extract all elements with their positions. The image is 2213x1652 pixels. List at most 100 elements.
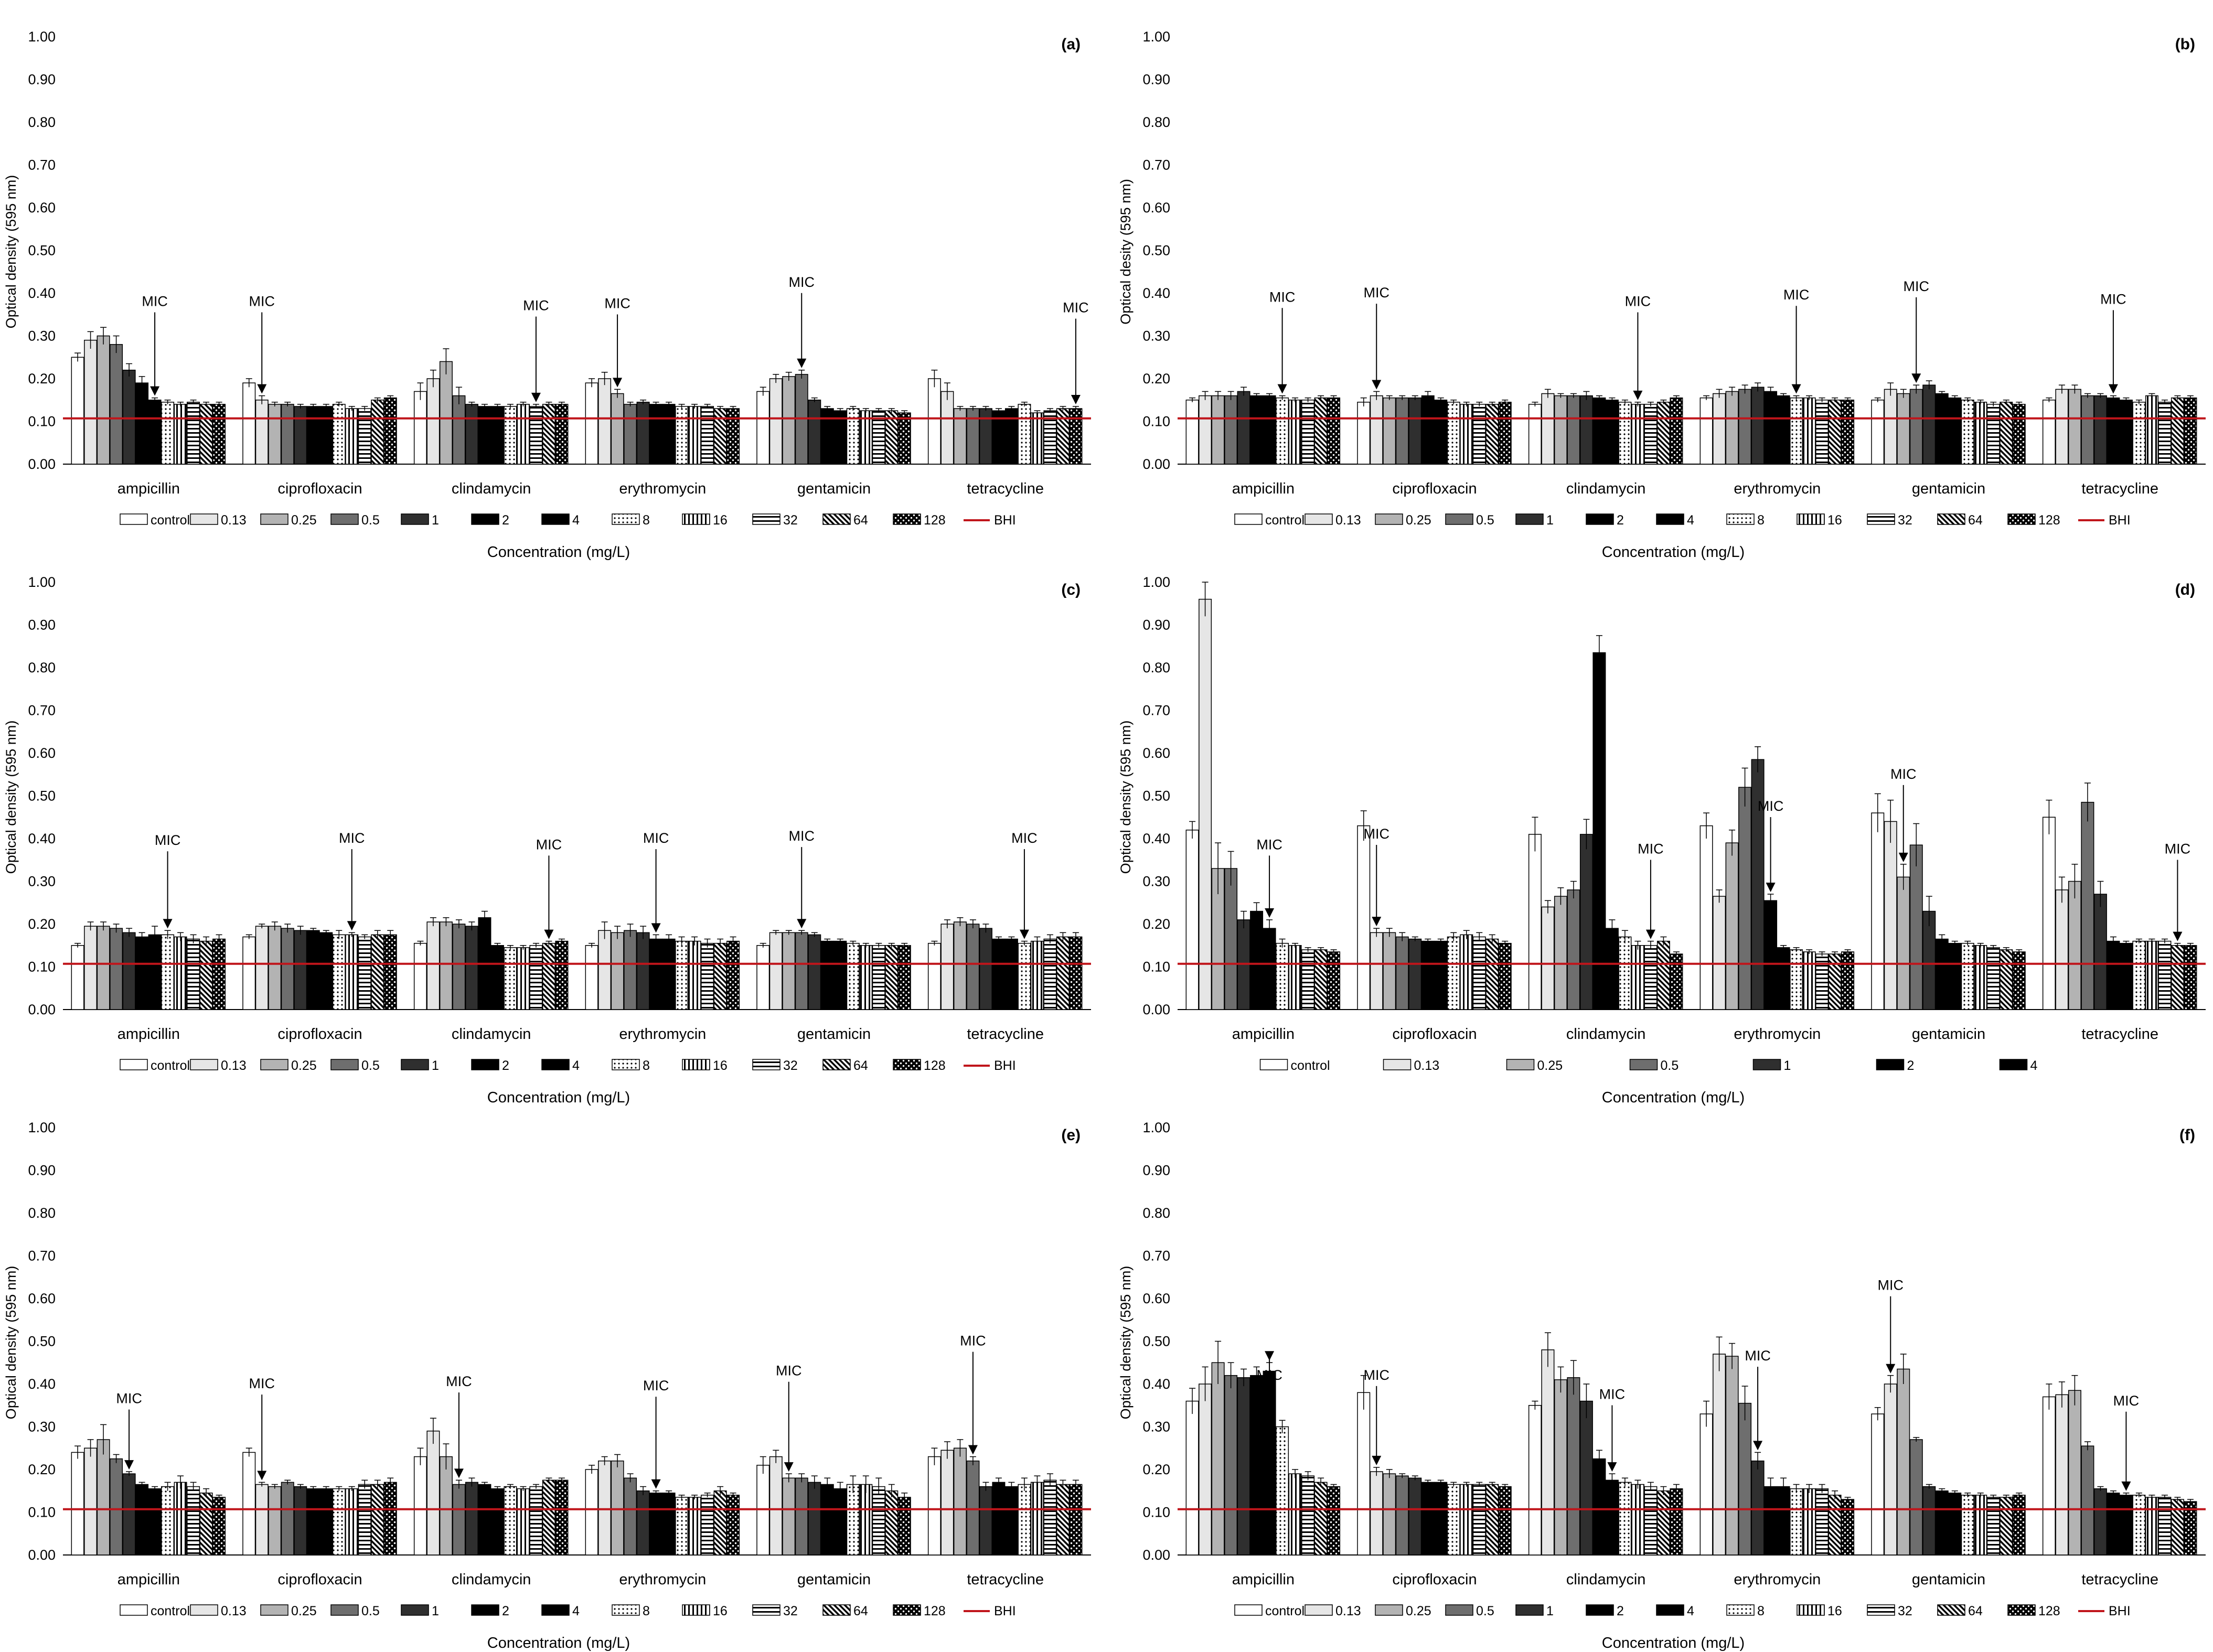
legend-label: 0.5 xyxy=(1661,1058,1679,1073)
bar xyxy=(1670,1488,1683,1556)
bar xyxy=(84,1447,98,1556)
category-label: gentamicin xyxy=(1912,1571,1985,1588)
bar xyxy=(885,1490,899,1556)
legend-label: 0.5 xyxy=(361,1058,380,1073)
y-tick-label: 0.10 xyxy=(28,414,56,430)
legend-swatch xyxy=(260,1059,288,1070)
category-label: gentamicin xyxy=(797,1571,871,1588)
legend-swatch xyxy=(1259,1059,1288,1070)
y-tick-label: 0.80 xyxy=(28,660,56,675)
legend-swatch xyxy=(1445,1604,1473,1616)
bar xyxy=(268,404,282,465)
bar xyxy=(897,945,911,1010)
bar xyxy=(1738,787,1752,1010)
mic-label: MIC xyxy=(1269,289,1296,305)
bar xyxy=(688,940,701,1010)
plot-area: 0.00 0.10 0.20 0.30 0.40 0.50 0.60 0.70 0.80 0.90… xyxy=(28,29,1091,528)
bar xyxy=(1383,932,1396,1010)
legend-swatch xyxy=(190,513,218,525)
bar xyxy=(1408,1477,1422,1556)
legend: control 0.13 0.25 0.5 1 2 4 8 16 32 64 128 BHI xyxy=(1234,513,2131,528)
y-tick-label: 0.70 xyxy=(28,157,56,173)
y-tick-label: 1.00 xyxy=(1142,574,1170,590)
bar xyxy=(675,1497,689,1556)
bar xyxy=(122,932,136,1010)
bar xyxy=(1030,1482,1044,1556)
category-label: ciprofloxacin xyxy=(1392,1026,1477,1043)
bar xyxy=(1802,951,1816,1010)
category-label: ciprofloxacin xyxy=(277,1026,362,1043)
bar xyxy=(1237,391,1250,465)
panel-label: (f) xyxy=(2179,1127,2195,1144)
bar xyxy=(1485,404,1499,465)
mic-arrow-head xyxy=(2108,384,2118,394)
legend-swatch xyxy=(612,1604,640,1616)
y-tick-label: 0.20 xyxy=(28,1462,56,1477)
bar xyxy=(927,378,941,465)
legend-label: 128 xyxy=(924,513,946,528)
mic-arrow-head xyxy=(347,921,357,931)
bar xyxy=(1485,938,1499,1010)
y-tick-label: 0.20 xyxy=(28,916,56,932)
bar xyxy=(1884,1383,1897,1556)
bar xyxy=(611,393,624,465)
bar xyxy=(294,930,307,1010)
bar xyxy=(1327,951,1341,1010)
bar xyxy=(1592,652,1606,1010)
bar xyxy=(885,945,899,1010)
bar xyxy=(97,926,110,1010)
bar xyxy=(2000,1497,2013,1556)
bar xyxy=(2107,940,2120,1010)
bar xyxy=(1301,1475,1315,1556)
bar xyxy=(1357,825,1371,1010)
bar xyxy=(1699,1413,1713,1556)
y-tick-label: 0.60 xyxy=(28,1291,56,1306)
bar xyxy=(2145,1497,2158,1556)
y-tick-label: 0.10 xyxy=(28,959,56,975)
y-tick-label: 0.00 xyxy=(1142,456,1170,472)
bar xyxy=(1370,395,1383,465)
bar xyxy=(1250,910,1264,1010)
bar xyxy=(97,335,110,465)
mic-label: MIC xyxy=(2100,291,2126,307)
panel-label: (a) xyxy=(1061,36,1081,53)
legend-swatch xyxy=(1656,1604,1684,1616)
legend-label: 2 xyxy=(1617,513,1624,528)
bar xyxy=(187,938,200,1010)
bar xyxy=(1421,395,1435,465)
category-label: tetracycline xyxy=(967,1026,1044,1043)
bar xyxy=(1605,400,1619,465)
bar xyxy=(1327,1486,1341,1556)
mic-label: MIC xyxy=(1625,293,1651,309)
bar xyxy=(294,1486,307,1556)
y-tick-label: 1.00 xyxy=(1142,1120,1170,1135)
category-label: erythromycin xyxy=(1734,480,1821,497)
bar xyxy=(1828,953,1842,1010)
bar xyxy=(174,1482,187,1556)
bar xyxy=(1871,1413,1885,1556)
bar xyxy=(71,945,84,1010)
bar xyxy=(624,404,637,465)
legend-label: 1 xyxy=(1546,513,1554,528)
y-tick-label: 0.90 xyxy=(28,72,56,88)
bar xyxy=(122,1473,136,1556)
bar xyxy=(371,400,384,465)
bar xyxy=(992,938,1006,1010)
mic-label: MIC xyxy=(1364,285,1390,301)
bar xyxy=(1961,1495,1974,1556)
bar xyxy=(1434,400,1448,465)
bar xyxy=(1528,834,1542,1010)
y-tick-label: 0.30 xyxy=(1142,874,1170,889)
bar xyxy=(2068,1390,2081,1556)
bar xyxy=(148,934,162,1010)
bar xyxy=(1250,1375,1264,1556)
bar xyxy=(371,1484,384,1556)
bar xyxy=(649,404,663,465)
y-axis-label: Optical desity (595 nm) xyxy=(1118,179,1134,325)
legend-swatch xyxy=(1937,1604,1965,1616)
bar xyxy=(212,1497,226,1556)
bar xyxy=(1043,938,1057,1010)
bar xyxy=(332,404,346,465)
y-tick-label: 0.50 xyxy=(1142,1334,1170,1349)
legend-swatch xyxy=(822,1059,851,1070)
